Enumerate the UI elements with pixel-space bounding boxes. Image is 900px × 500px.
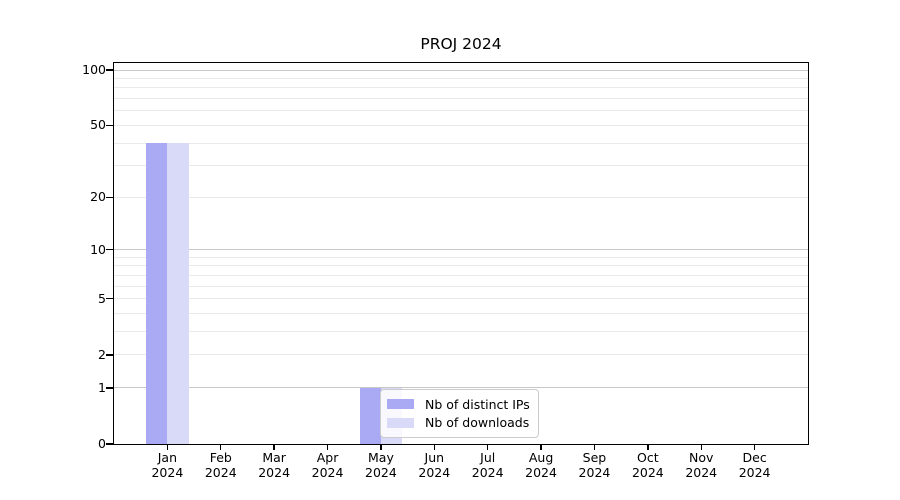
y-axis-tick <box>106 443 113 445</box>
x-axis-label-year: 2024 <box>204 464 237 480</box>
gridline-minor <box>114 110 808 112</box>
x-axis-label-month: May <box>368 450 394 465</box>
x-axis-label-month: Feb <box>209 450 232 465</box>
legend: Nb of distinct IPs Nb of downloads <box>380 389 539 438</box>
x-axis-label-month: Sep <box>582 450 607 465</box>
x-axis-label-month: Aug <box>528 450 554 465</box>
x-axis-label: Jul 2024 <box>453 450 523 480</box>
gridline-minor <box>114 354 808 356</box>
x-axis-tick <box>700 445 702 450</box>
x-axis-tick <box>540 445 542 450</box>
gridline-minor <box>114 285 808 287</box>
gridline-minor <box>114 196 808 198</box>
legend-label-distinct-ips: Nb of distinct IPs <box>425 396 530 412</box>
x-axis-label-month: Oct <box>637 450 659 465</box>
x-axis-label-year: 2024 <box>525 464 557 480</box>
x-axis-tick <box>647 445 649 450</box>
gridline-major <box>114 387 808 389</box>
x-axis-label-month: Mar <box>262 450 286 465</box>
x-axis-tick <box>486 445 489 450</box>
gridline-major <box>114 249 808 251</box>
x-axis-label: Aug 2024 <box>506 450 576 480</box>
plot-area: Nb of distinct IPs Nb of downloads <box>113 62 809 445</box>
y-axis-tick <box>106 248 113 251</box>
x-axis-label: Apr 2024 <box>293 450 363 480</box>
gridline-minor <box>114 98 808 100</box>
bar-downloads-jan <box>167 143 189 444</box>
gridline-minor <box>114 274 808 276</box>
y-axis-tick <box>106 298 113 300</box>
legend-swatch-downloads <box>387 417 414 428</box>
bar-distinct-ips-may <box>359 387 381 444</box>
y-axis-tick-label: 2 <box>98 346 106 362</box>
x-axis-label-year: 2024 <box>418 464 451 480</box>
gridline-minor <box>114 298 808 300</box>
x-axis-label-year: 2024 <box>578 464 611 480</box>
gridline-minor <box>114 142 808 144</box>
x-axis-label-month: Jun <box>424 450 445 465</box>
x-axis-label-year: 2024 <box>631 464 664 480</box>
x-axis-label: Jan 2024 <box>132 450 202 480</box>
gridline-minor <box>114 256 808 258</box>
gridline-minor <box>114 77 808 79</box>
x-axis-label-year: 2024 <box>258 464 291 480</box>
y-axis-tick <box>106 69 113 71</box>
x-axis-label-year: 2024 <box>311 464 344 480</box>
y-axis-tick-label: 100 <box>82 62 106 77</box>
gridline-minor <box>114 331 808 333</box>
x-axis-label-month: Jan <box>157 450 178 465</box>
y-axis-tick <box>106 354 113 356</box>
y-axis-tick-label: 20 <box>90 189 106 205</box>
y-axis-tick-label: 1 <box>98 379 106 395</box>
x-axis-label: Dec 2024 <box>720 450 790 480</box>
x-axis-label-month: Dec <box>742 450 767 465</box>
y-axis-tick <box>106 387 113 389</box>
gridline-minor <box>114 165 808 167</box>
gridline-minor <box>114 313 808 315</box>
legend-swatch-distinct-ips <box>387 399 414 410</box>
gridline-minor <box>114 265 808 267</box>
x-axis-label: Nov 2024 <box>666 450 736 480</box>
bar-distinct-ips-jan <box>145 143 168 444</box>
x-axis-tick <box>220 445 222 450</box>
x-axis-label-year: 2024 <box>151 464 184 480</box>
gridline-minor <box>114 87 808 89</box>
legend-entry-downloads: Nb of downloads <box>387 414 530 433</box>
x-axis-tick <box>380 445 382 450</box>
x-axis-tick <box>593 445 596 450</box>
x-axis-label-year: 2024 <box>365 464 397 480</box>
x-axis-tick <box>433 445 435 450</box>
gridline-minor <box>114 124 808 126</box>
y-axis-tick <box>106 196 113 198</box>
x-axis-tick <box>273 445 275 450</box>
y-axis-tick-label: 50 <box>90 117 106 133</box>
y-axis-tick-label: 5 <box>98 290 106 306</box>
chart-title: PROJ 2024 <box>420 35 502 53</box>
legend-entry-distinct-ips: Nb of distinct IPs <box>387 395 530 414</box>
x-axis-label-year: 2024 <box>685 464 718 480</box>
x-axis-label: Jun 2024 <box>399 450 469 480</box>
x-axis-label-month: Nov <box>689 450 714 465</box>
x-axis-tick <box>326 445 329 450</box>
y-axis-tick-label: 0 <box>98 436 106 451</box>
x-axis-label: Feb 2024 <box>186 450 256 480</box>
gridline-major <box>114 69 808 71</box>
legend-label-downloads: Nb of downloads <box>425 415 530 431</box>
x-axis-label: Sep 2024 <box>559 450 629 480</box>
x-axis-label-month: Apr <box>316 450 339 465</box>
x-axis-label-month: Jul <box>480 450 496 465</box>
x-axis-tick <box>166 445 169 450</box>
x-axis-label: May 2024 <box>346 450 416 480</box>
x-axis-label: Oct 2024 <box>613 450 683 480</box>
x-axis-tick <box>753 445 756 450</box>
x-axis-label: Mar 2024 <box>239 450 309 480</box>
y-axis-tick-label: 10 <box>90 241 106 257</box>
x-axis-label-year: 2024 <box>471 464 504 480</box>
y-axis-tick <box>106 124 113 127</box>
x-axis-label-year: 2024 <box>738 464 771 480</box>
